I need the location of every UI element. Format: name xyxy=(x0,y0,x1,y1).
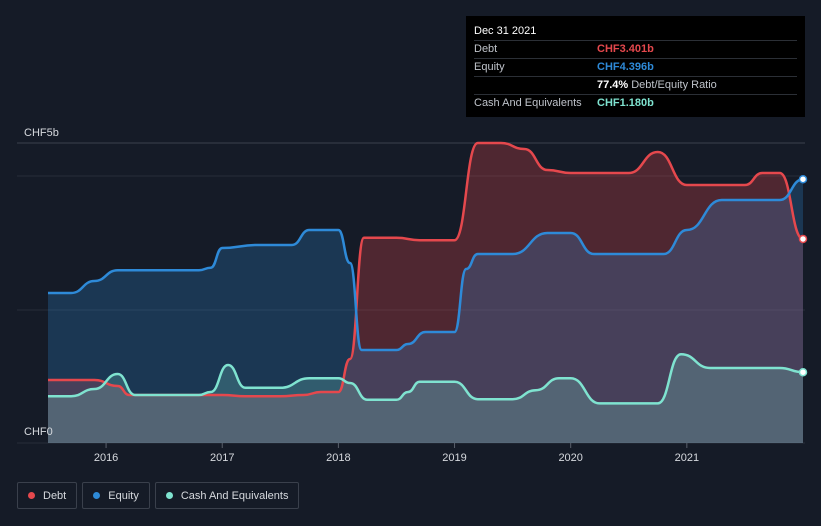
x-tick-label: 2017 xyxy=(210,452,234,464)
tooltip-debt-label: Debt xyxy=(474,43,498,55)
chart-legend: Debt Equity Cash And Equivalents xyxy=(17,482,300,509)
legend-cash-label: Cash And Equivalents xyxy=(180,489,289,502)
grid-lines xyxy=(17,142,805,444)
x-tick-label: 2020 xyxy=(558,452,582,464)
cash-and-equivalents-end-marker xyxy=(798,367,808,377)
legend-debt-label: Debt xyxy=(43,489,67,502)
x-tick-label: 2021 xyxy=(675,452,699,464)
tooltip-ratio-value: 77.4% xyxy=(597,79,629,91)
tooltip-row-equity: Equity CHF4.396b xyxy=(474,58,797,76)
equity-end-marker xyxy=(798,174,808,184)
series-lines xyxy=(47,141,804,405)
x-tick-label: 2018 xyxy=(326,452,350,464)
equity-line xyxy=(47,177,804,352)
tooltip-row-debt: Debt CHF3.401b xyxy=(474,40,797,58)
legend-item-equity[interactable]: Equity xyxy=(82,482,150,509)
x-axis-ticks: 2016 2017 2018 2019 2020 2021 xyxy=(94,443,699,464)
cash-and-equivalents-line xyxy=(47,352,804,405)
series-areas xyxy=(48,143,803,444)
cash-dot-icon xyxy=(165,492,173,499)
equity-dot-icon xyxy=(93,492,101,499)
tooltip-cash-label: Cash And Equivalents xyxy=(474,97,582,109)
legend-equity-label: Equity xyxy=(108,489,139,502)
tooltip-equity-value: CHF4.396b xyxy=(597,61,654,73)
tooltip-debt-value: CHF3.401b xyxy=(597,43,654,55)
legend-item-cash[interactable]: Cash And Equivalents xyxy=(154,482,300,509)
series-end-markers xyxy=(798,174,808,377)
tooltip-equity-label: Equity xyxy=(474,61,505,73)
debt-dot-icon xyxy=(28,492,35,499)
y-axis-bottom-label: CHF0 xyxy=(24,426,53,438)
x-tick-label: 2019 xyxy=(442,452,466,464)
tooltip-row-ratio: 77.4% Debt/Equity Ratio xyxy=(474,76,797,94)
debt-area xyxy=(48,143,803,443)
legend-item-debt[interactable]: Debt xyxy=(17,482,78,509)
y-axis-top-label: CHF5b xyxy=(24,127,59,139)
tooltip-cash-value: CHF1.180b xyxy=(597,97,654,109)
data-tooltip: Dec 31 2021 Debt CHF3.401b Equity CHF4.3… xyxy=(466,16,805,117)
debt-end-marker xyxy=(798,234,808,244)
tooltip-ratio-label: Debt/Equity Ratio xyxy=(631,79,717,91)
tooltip-date: Dec 31 2021 xyxy=(474,25,537,37)
x-tick-label: 2016 xyxy=(94,452,118,464)
tooltip-row-cash: Cash And Equivalents CHF1.180b xyxy=(474,94,797,112)
